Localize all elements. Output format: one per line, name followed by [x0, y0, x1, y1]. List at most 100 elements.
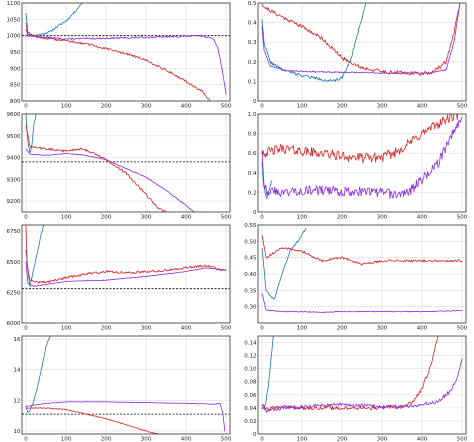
x-tick-label: 500 [457, 437, 468, 442]
y-tick-label: 0.2 [248, 60, 257, 66]
x-tick-label: 200 [337, 326, 348, 332]
y-tick-label: 0.30 [244, 305, 257, 311]
y-tick-label: 9500 [7, 134, 21, 140]
x-tick-label: 400 [417, 326, 428, 332]
x-tick-label: 300 [377, 215, 388, 221]
y-tick-label: 1050 [7, 17, 21, 23]
plot-area [22, 336, 230, 434]
series-layer [22, 3, 230, 101]
series-line [25, 114, 37, 154]
y-tick-label: 0.45 [244, 256, 257, 262]
series-line [25, 3, 83, 37]
series-layer [261, 114, 463, 199]
y-tick-label: 9200 [7, 199, 21, 205]
y-tick-label: 1100 [7, 1, 21, 7]
x-tick-label: 0 [24, 215, 28, 221]
x-tick-label: 300 [377, 437, 388, 442]
x-tick-label: 0 [260, 215, 264, 221]
x-tick-label: 100 [297, 437, 308, 442]
x-tick-label: 300 [141, 437, 152, 442]
panel-p6: 0 100 200 300 400 500 0.30 0.35 0.40 0.45 0.50 0.55 [244, 223, 467, 332]
series-line [25, 125, 167, 212]
y-tick-label: 800 [10, 99, 21, 105]
y-tick-label: 9600 [7, 112, 21, 118]
panel-p3: 0 100 200 300 400 500 9200 9300 9400 9500 9600 [7, 112, 232, 221]
series-line [25, 225, 227, 284]
series-line [261, 3, 461, 75]
plot-frame [21, 335, 231, 435]
series-layer [261, 336, 463, 413]
y-tick-label: 0.02 [244, 419, 256, 425]
x-tick-label: 100 [61, 437, 72, 442]
x-tick-label: 200 [101, 215, 112, 221]
x-tick-label: 0 [24, 437, 28, 442]
x-tick-label: 400 [181, 326, 192, 332]
y-tick-label: 0.10 [244, 367, 257, 373]
plot-frame [21, 2, 231, 102]
y-tick-label: 0.3 [248, 40, 257, 46]
y-tick-label: 0.8 [248, 132, 257, 138]
plot-frame [21, 113, 231, 213]
y-tick-label: 1.0 [248, 112, 257, 118]
y-tick-label: 0.4 [248, 21, 257, 27]
panel-p8: 0 100 200 300 400 500 0 0.02 0.04 0.06 0.08 0.10 0.1… [244, 335, 468, 442]
series-line [261, 336, 439, 411]
y-tick-label: 900 [10, 66, 21, 72]
plot-frame [257, 335, 467, 435]
x-tick-label: 300 [141, 104, 152, 110]
x-tick-label: 400 [417, 215, 428, 221]
x-tick-label: 500 [221, 104, 232, 110]
x-tick-label: 100 [61, 104, 72, 110]
series-line [261, 293, 463, 313]
plot-area [258, 336, 466, 434]
x-tick-label: 300 [141, 215, 152, 221]
x-tick-label: 500 [457, 326, 468, 332]
y-tick-label: 12 [14, 398, 21, 404]
series-line [261, 358, 463, 413]
y-tick-label: 0.14 [244, 341, 257, 347]
series-line [25, 29, 227, 95]
series-line [25, 336, 51, 414]
series-line [25, 22, 211, 101]
panel-p7: 0 100 200 300 400 500 10 12 14 16 [14, 335, 232, 442]
series-layer [22, 225, 230, 290]
x-tick-label: 0 [260, 326, 264, 332]
x-tick-label: 400 [417, 104, 428, 110]
series-line [261, 161, 273, 199]
x-tick-label: 500 [221, 437, 232, 442]
x-tick-label: 400 [181, 215, 192, 221]
y-tick-label: 0.4 [248, 171, 257, 177]
x-tick-label: 0 [260, 437, 264, 442]
y-tick-label: 0.50 [244, 239, 257, 245]
x-tick-label: 500 [457, 104, 468, 110]
y-tick-label: 0.08 [244, 380, 257, 386]
x-tick-label: 200 [101, 437, 112, 442]
series-line [25, 407, 159, 434]
x-tick-label: 200 [337, 437, 348, 442]
series-line [261, 116, 463, 199]
y-tick-label: 0.12 [244, 354, 256, 360]
series-layer [22, 336, 230, 434]
y-tick-label: 0.6 [248, 151, 257, 157]
panel-p1: 0 100 200 300 400 500 800 850 900 950 1000 1050 1100 [7, 1, 232, 110]
plot-frame [21, 224, 231, 324]
y-tick-label: 6250 [7, 290, 21, 296]
series-line [25, 401, 226, 432]
panel-p4: 0 100 200 300 400 500 0 0.2 0.4 0.6 0.8 1.0 [248, 112, 468, 221]
x-tick-label: 300 [377, 326, 388, 332]
y-tick-label: 950 [10, 50, 21, 56]
x-tick-label: 300 [377, 104, 388, 110]
y-tick-label: 16 [14, 337, 21, 343]
y-tick-label: 6000 [7, 321, 21, 327]
plot-frame [257, 113, 467, 213]
x-tick-label: 400 [181, 104, 192, 110]
y-tick-label: 6750 [7, 229, 21, 235]
series-line [25, 261, 227, 287]
y-tick-label: 0.5 [248, 1, 257, 7]
plot-frame [257, 224, 467, 324]
y-tick-label: 850 [10, 83, 21, 89]
y-tick-label: 0 [253, 210, 257, 216]
y-tick-label: 0.04 [244, 406, 257, 412]
